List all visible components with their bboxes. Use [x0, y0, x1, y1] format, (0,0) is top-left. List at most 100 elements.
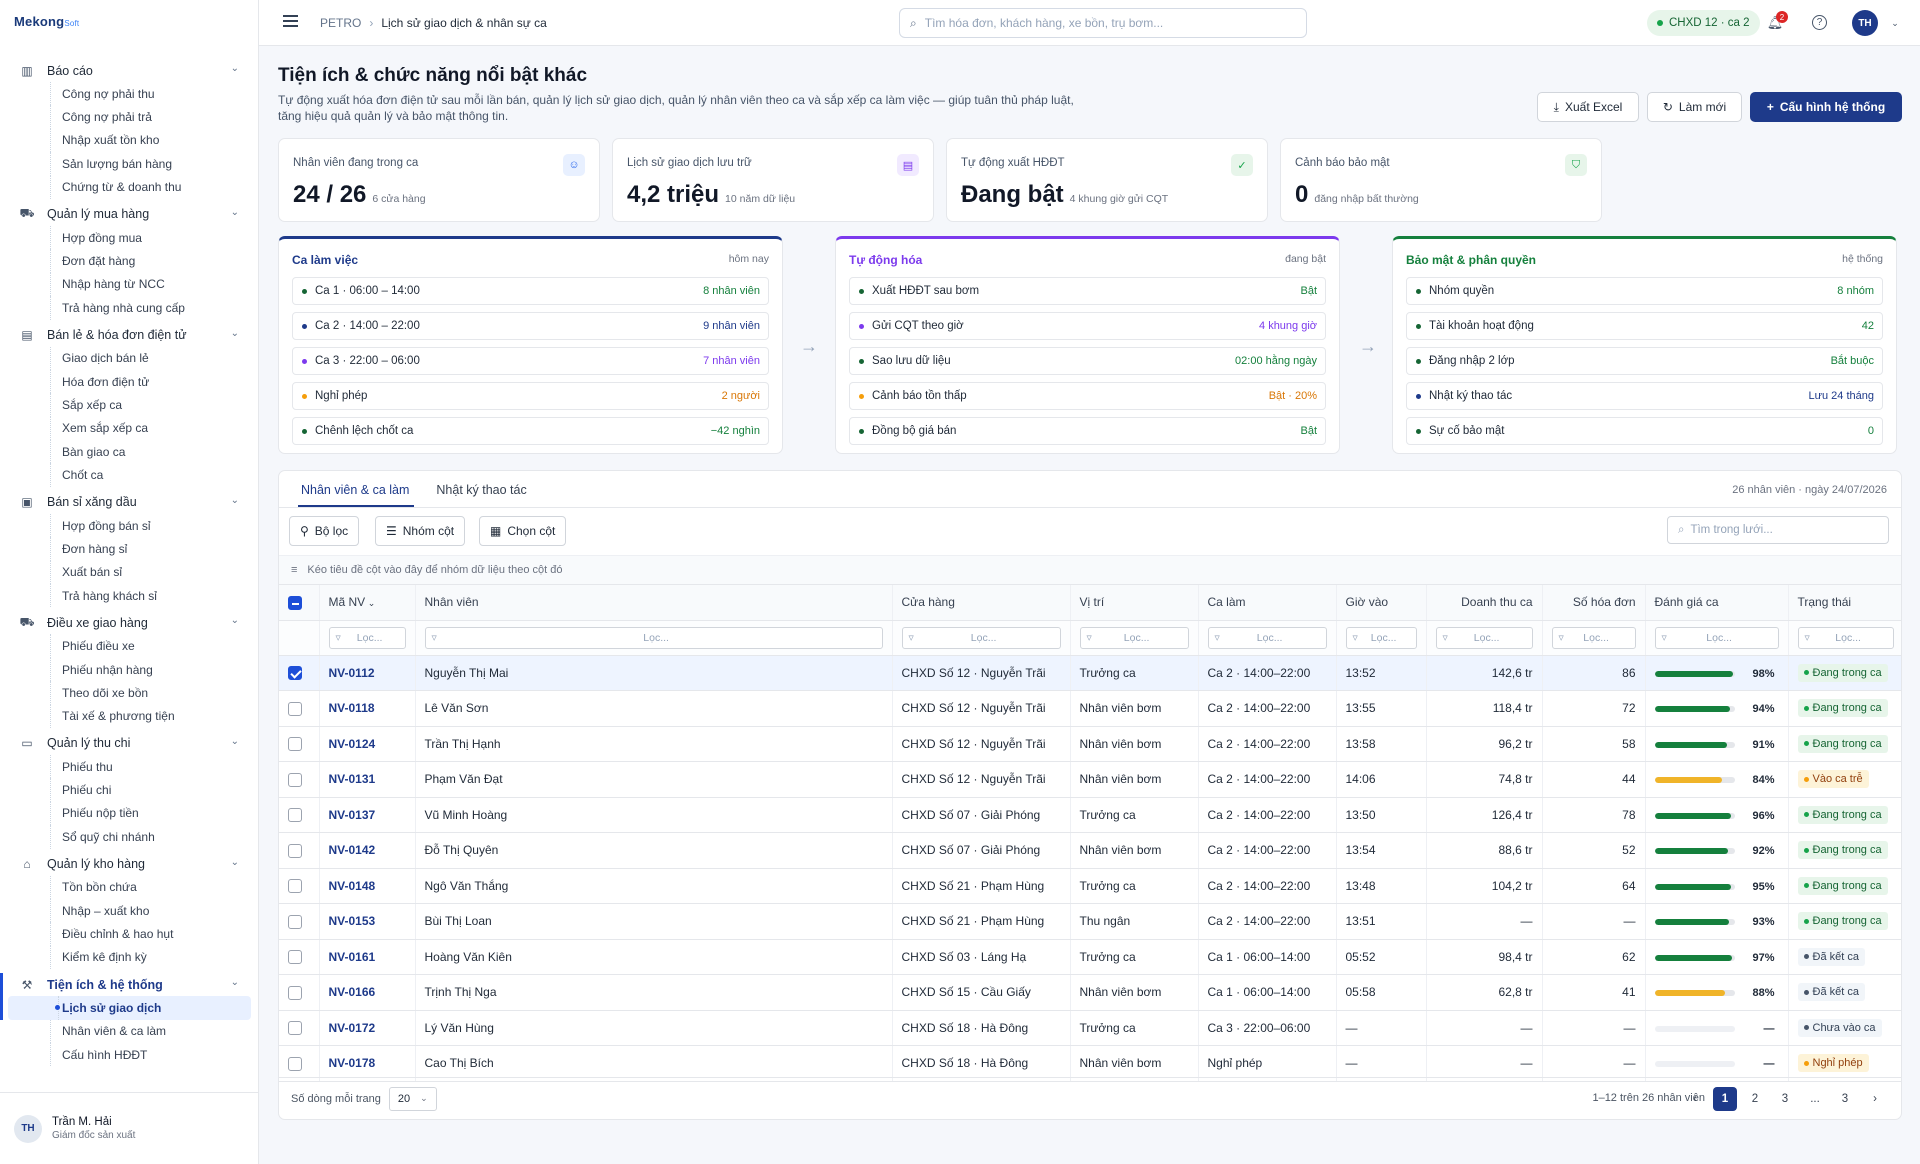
cell-code[interactable]: NV-0153 — [319, 903, 416, 940]
grid-search-input[interactable]: ⌕ Tìm trong lưới... — [1667, 516, 1889, 544]
row-checkbox[interactable] — [288, 701, 302, 716]
filter-input-doanh-thu-ca[interactable]: ▿ Lọc... — [1435, 626, 1533, 649]
card-row[interactable]: Chênh lệch chốt ca −42 nghìn — [292, 417, 769, 445]
chevron-down-icon[interactable]: ⌄ — [230, 63, 239, 74]
row-checkbox[interactable] — [288, 808, 302, 823]
row-checkbox[interactable] — [288, 1056, 302, 1071]
card-row[interactable]: Ca 3 · 22:00 – 06:00 7 nhân viên — [292, 347, 769, 375]
filter-button[interactable]: ⚲ Bộ lọc — [289, 516, 360, 546]
chevron-down-icon[interactable]: ⌄ — [230, 735, 239, 747]
filter-input-nhan-vien[interactable]: ▿ Lọc... — [424, 626, 883, 649]
sidebar-item-nhap-xuat-ton-kho[interactable]: Nhập xuất tồn kho — [0, 128, 259, 153]
table-row[interactable]: NV-0112 Nguyễn Thị Mai CHXD Số 12 · Nguyễn… — [279, 655, 1901, 691]
sidebar-item-cong-no-phai-thu[interactable]: Công nợ phải thu — [0, 82, 259, 106]
filter-input-vi-tri[interactable]: ▿ Lọc... — [1079, 626, 1189, 649]
sidebar-item-nhap-hang-tu-ncc[interactable]: Nhập hàng từ NCC — [0, 272, 259, 297]
table-row[interactable]: NV-0131 Phạm Văn Đạt CHXD Số 12 · Nguyễn T… — [279, 761, 1901, 798]
brand-logo[interactable]: MekongSoft — [14, 14, 80, 29]
sidebar-item-ton-bon-chua[interactable]: Tồn bồn chứa — [0, 875, 259, 900]
chevron-down-icon[interactable]: ⌄ — [230, 494, 239, 506]
breadcrumb-root[interactable]: PETRO — [320, 16, 362, 30]
row-checkbox[interactable] — [288, 1021, 302, 1036]
sidebar-item-tai-xe-phuong-tien[interactable]: Tài xế & phương tiện — [0, 704, 259, 729]
group-columns-button[interactable]: ☰ Nhóm cột — [375, 516, 466, 546]
column-header-ma-nv[interactable]: Mã NV ⌄ — [319, 585, 416, 621]
card-row[interactable]: Nhóm quyền 8 nhóm — [1406, 277, 1883, 305]
filter-input-gio-vao[interactable]: ▿ Lọc... — [1345, 626, 1417, 649]
page-button[interactable]: ... — [1810, 1093, 1820, 1105]
table-row[interactable]: NV-0172 Lý Văn Hùng CHXD Số 18 · Hà Đông Tr… — [279, 1010, 1901, 1046]
filter-input-cua-hang[interactable]: ▿ Lọc... — [901, 626, 1061, 649]
sidebar-item-chot-ca[interactable]: Chốt ca — [0, 463, 259, 488]
cell-code[interactable]: NV-0142 — [319, 832, 416, 869]
export-excel-button[interactable]: ⤓ Xuất Excel — [1537, 92, 1639, 122]
card-row[interactable]: Sao lưu dữ liệu 02:00 hằng ngày — [849, 347, 1326, 375]
table-row[interactable]: NV-0166 Trịnh Thị Nga CHXD Số 15 · Cầu Giấ… — [279, 974, 1901, 1011]
card-row[interactable]: Cảnh báo tồn thấp Bật · 20% — [849, 382, 1326, 410]
cell-code[interactable]: NV-0161 — [319, 939, 416, 975]
row-checkbox[interactable] — [288, 879, 302, 894]
cell-code[interactable]: NV-0137 — [319, 797, 416, 833]
sidebar-item-don-hang-si[interactable]: Đơn hàng sỉ — [0, 537, 259, 562]
card-row[interactable]: Ca 2 · 14:00 – 22:00 9 nhân viên — [292, 312, 769, 340]
card-row[interactable]: Tài khoản hoạt động 42 — [1406, 312, 1883, 340]
menu-icon[interactable] — [283, 15, 298, 27]
sidebar-item-san-luong-ban-hang[interactable]: Sản lượng bán hàng — [0, 152, 259, 176]
card-row[interactable]: Ca 1 · 06:00 – 14:00 8 nhân viên — [292, 277, 769, 305]
card-row[interactable]: Xuất HĐĐT sau bơm Bật — [849, 277, 1326, 305]
chevron-down-icon[interactable]: ⌄ — [230, 977, 239, 989]
sidebar-item-cau-hinh-hddt[interactable]: Cấu hình HĐĐT — [0, 1042, 259, 1067]
sidebar-group-bao-cao[interactable]: ▥ Báo cáo ⌄ — [0, 59, 259, 82]
filter-input-ca-lam[interactable]: ▿ Lọc... — [1207, 626, 1327, 649]
sidebar-item-hop-dong-mua[interactable]: Hợp đồng mua — [0, 225, 259, 250]
cell-code[interactable]: NV-0118 — [319, 690, 416, 727]
sidebar-item-nhap-xuat-kho[interactable]: Nhập – xuất kho — [0, 898, 259, 923]
cell-code[interactable]: NV-0166 — [319, 974, 416, 1011]
table-row[interactable]: NV-0153 Bùi Thị Loan CHXD Số 21 · Phạm Hùn… — [279, 903, 1901, 940]
chevron-down-icon[interactable]: ⌄ — [230, 327, 239, 339]
page-button[interactable]: 2 — [1751, 1093, 1759, 1105]
column-header-doanh-thu-ca[interactable]: Doanh thu ca — [1426, 585, 1543, 621]
help-icon[interactable]: ? — [1812, 15, 1827, 30]
cell-code[interactable]: NV-0124 — [319, 726, 416, 762]
sidebar-group-quan-ly-mua-hang[interactable]: ⛟ Quản lý mua hàng ⌄ — [0, 203, 259, 226]
column-header-trang-thai[interactable]: Trạng thái — [1788, 585, 1901, 621]
row-checkbox[interactable] — [288, 666, 302, 681]
sidebar-group-quan-ly-thu-chi[interactable]: ▭ Quản lý thu chi ⌄ — [0, 732, 259, 755]
column-header-danh-gia-ca[interactable]: Đánh giá ca — [1645, 585, 1789, 621]
sort-desc-icon[interactable]: ⌄ — [365, 598, 376, 609]
sidebar-item-phieu-dieu-xe[interactable]: Phiếu điều xe — [0, 634, 259, 659]
column-header-so-hoa-don[interactable]: Số hóa đơn — [1542, 585, 1646, 621]
sidebar-item-phieu-nop-tien[interactable]: Phiếu nộp tiền — [0, 801, 259, 826]
sidebar-group-ban-si-xang-dau[interactable]: ▣ Bán sỉ xăng dầu ⌄ — [0, 491, 259, 514]
card-row[interactable]: Sự cố bảo mật 0 — [1406, 417, 1883, 445]
refresh-button[interactable]: ↻ Làm mới — [1647, 92, 1742, 122]
chevron-down-icon[interactable]: ⌄ — [230, 206, 239, 218]
column-header-gio-vao[interactable]: Giờ vào — [1336, 585, 1427, 621]
table-row[interactable]: NV-0148 Ngô Văn Thắng CHXD Số 21 · Phạm Hù… — [279, 868, 1901, 904]
row-checkbox[interactable] — [288, 914, 302, 929]
row-checkbox[interactable] — [288, 950, 302, 965]
sidebar-item-phieu-chi[interactable]: Phiếu chi — [0, 778, 259, 803]
sidebar-item-xem-sap-xep-ca[interactable]: Xem sắp xếp ca — [0, 416, 259, 441]
user-avatar[interactable]: TH — [1852, 10, 1878, 36]
row-checkbox[interactable] — [288, 737, 302, 752]
card-row[interactable]: Gửi CQT theo giờ 4 khung giờ — [849, 312, 1326, 340]
sidebar-item-giao-dich-ban-le[interactable]: Giao dịch bán lẻ — [0, 346, 259, 371]
column-header-vi-tri[interactable]: Vị trí — [1070, 585, 1199, 621]
chevron-down-icon[interactable]: ⌄ — [230, 856, 239, 868]
sidebar-item-lich-su-giao-dich[interactable]: Lịch sử giao dịch — [0, 996, 251, 1020]
system-config-button[interactable]: + Cấu hình hệ thống — [1750, 92, 1902, 122]
column-header-cua-hang[interactable]: Cửa hàng — [892, 585, 1071, 621]
sidebar-item-kiem-ke-dinh-ky[interactable]: Kiểm kê định kỳ — [0, 945, 259, 970]
sidebar-item-so-quy-chi-nhanh[interactable]: Sổ quỹ chi nhánh — [0, 825, 259, 849]
sidebar-item-tra-hang-nha-cung-cap[interactable]: Trả hàng nhà cung cấp — [0, 296, 259, 320]
sidebar-item-chung-tu-doanh-thu[interactable]: Chứng từ & doanh thu — [0, 175, 259, 200]
card-row[interactable]: Đồng bộ giá bán Bật — [849, 417, 1326, 445]
filter-input-trang-thai[interactable]: ▿ Lọc... — [1797, 626, 1894, 649]
sidebar-item-phieu-thu[interactable]: Phiếu thu — [0, 754, 259, 779]
chevron-down-icon[interactable]: ⌄ — [1891, 17, 1899, 28]
sidebar-group-ban-le-hoa-don-dien-tu[interactable]: ▤ Bán lẻ & hóa đơn điện tử ⌄ — [0, 324, 259, 347]
table-row[interactable]: NV-0118 Lê Văn Sơn CHXD Số 12 · Nguyễn Trã… — [279, 690, 1901, 727]
column-header-ca-lam[interactable]: Ca làm — [1198, 585, 1337, 621]
